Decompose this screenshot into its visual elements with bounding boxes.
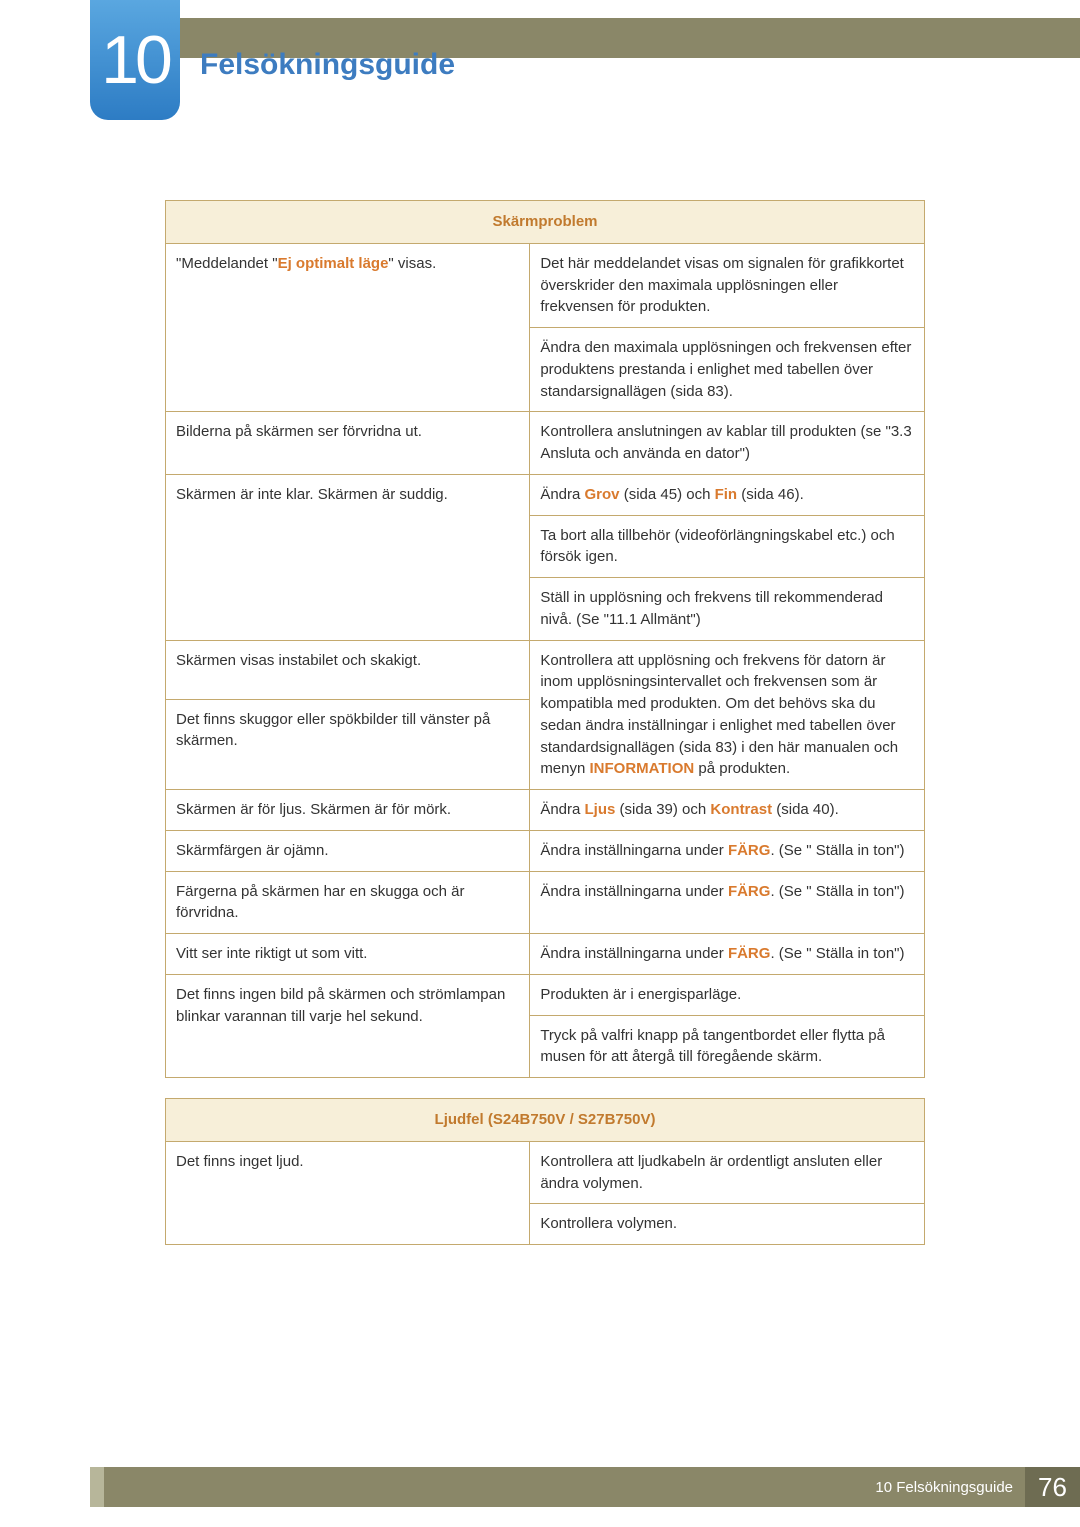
- chapter-number: 10: [101, 21, 169, 99]
- table-cell-right: Det här meddelandet visas om signalen fö…: [530, 243, 925, 327]
- table-cell-left: Skärmen är för ljus. Skärmen är för mörk…: [166, 790, 530, 831]
- table-cell-left: Det finns skuggor eller spökbilder till …: [166, 699, 530, 790]
- table-cell-left: Skärmen är inte klar. Skärmen är suddig.: [166, 474, 530, 640]
- table-cell-right: Ändra inställningarna under FÄRG. (Se " …: [530, 934, 925, 975]
- table-row: Det finns ingen bild på skärmen och strö…: [166, 974, 925, 1015]
- table-row: Färgerna på skärmen har en skugga och är…: [166, 871, 925, 934]
- table-header: Ljudfel (S24B750V / S27B750V): [166, 1099, 925, 1142]
- table-cell-right: Ställ in upplösning och frekvens till re…: [530, 578, 925, 641]
- table-row: Skärmfärgen är ojämn.Ändra inställningar…: [166, 830, 925, 871]
- table-cell-left: Bilderna på skärmen ser förvridna ut.: [166, 412, 530, 475]
- content-area: Skärmproblem "Meddelandet "Ej optimalt l…: [165, 200, 925, 1265]
- highlight-text: Grov: [585, 486, 620, 503]
- table-skarmproblem: Skärmproblem "Meddelandet "Ej optimalt l…: [165, 200, 925, 1078]
- table-row: Skärmen är för ljus. Skärmen är för mörk…: [166, 790, 925, 831]
- chapter-badge: 10: [90, 0, 180, 120]
- table-cell-right: Produkten är i energisparläge.: [530, 974, 925, 1015]
- table-cell-left: Vitt ser inte riktigt ut som vitt.: [166, 934, 530, 975]
- footer-page: 76: [1025, 1467, 1080, 1507]
- footer-label: 10 Felsökningsguide: [875, 1467, 1025, 1507]
- highlight-text: FÄRG: [728, 945, 771, 962]
- table-cell-right: Kontrollera att upplösning och frekvens …: [530, 640, 925, 790]
- highlight-text: Fin: [715, 486, 738, 503]
- table-cell-right: Kontrollera volymen.: [530, 1204, 925, 1245]
- highlight-text: Kontrast: [710, 801, 772, 818]
- highlight-text: FÄRG: [728, 842, 771, 859]
- table-cell-left: "Meddelandet "Ej optimalt läge" visas.: [166, 243, 530, 412]
- table-row: Vitt ser inte riktigt ut som vitt.Ändra …: [166, 934, 925, 975]
- table-cell-right: Tryck på valfri knapp på tangentbordet e…: [530, 1015, 925, 1078]
- table-cell-right: Ändra Grov (sida 45) och Fin (sida 46).: [530, 474, 925, 515]
- table-cell-right: Kontrollera att ljudkabeln är ordentligt…: [530, 1141, 925, 1204]
- table-cell-right: Ändra inställningarna under FÄRG. (Se " …: [530, 830, 925, 871]
- table-cell-left: Skärmfärgen är ojämn.: [166, 830, 530, 871]
- table-cell-right: Ändra den maximala upplösningen och frek…: [530, 328, 925, 412]
- table-row: Bilderna på skärmen ser förvridna ut.Kon…: [166, 412, 925, 475]
- table-cell-right: Kontrollera anslutningen av kablar till …: [530, 412, 925, 475]
- highlight-text: Ej optimalt läge: [278, 255, 389, 272]
- table-cell-right: Ta bort alla tillbehör (videoförlängning…: [530, 515, 925, 578]
- chapter-title: Felsökningsguide: [200, 48, 455, 82]
- table-cell-left: Färgerna på skärmen har en skugga och är…: [166, 871, 530, 934]
- table-cell-left: Skärmen visas instabilet och skakigt.: [166, 640, 530, 699]
- highlight-text: Ljus: [585, 801, 616, 818]
- table-cell-right: Ändra Ljus (sida 39) och Kontrast (sida …: [530, 790, 925, 831]
- footer-bar: 10 Felsökningsguide 76: [0, 1467, 1080, 1507]
- table-cell-right: Ändra inställningarna under FÄRG. (Se " …: [530, 871, 925, 934]
- table-row: Det finns inget ljud.Kontrollera att lju…: [166, 1141, 925, 1204]
- table-ljudfel: Ljudfel (S24B750V / S27B750V) Det finns …: [165, 1098, 925, 1245]
- table-cell-left: Det finns inget ljud.: [166, 1141, 530, 1244]
- table-row: Skärmen är inte klar. Skärmen är suddig.…: [166, 474, 925, 515]
- footer-accent: [90, 1467, 104, 1507]
- table-row: "Meddelandet "Ej optimalt läge" visas.De…: [166, 243, 925, 327]
- highlight-text: FÄRG: [728, 883, 771, 900]
- table-row: Skärmen visas instabilet och skakigt.Kon…: [166, 640, 925, 699]
- highlight-text: INFORMATION: [590, 760, 695, 777]
- table-cell-left: Det finns ingen bild på skärmen och strö…: [166, 974, 530, 1077]
- table-header: Skärmproblem: [166, 201, 925, 244]
